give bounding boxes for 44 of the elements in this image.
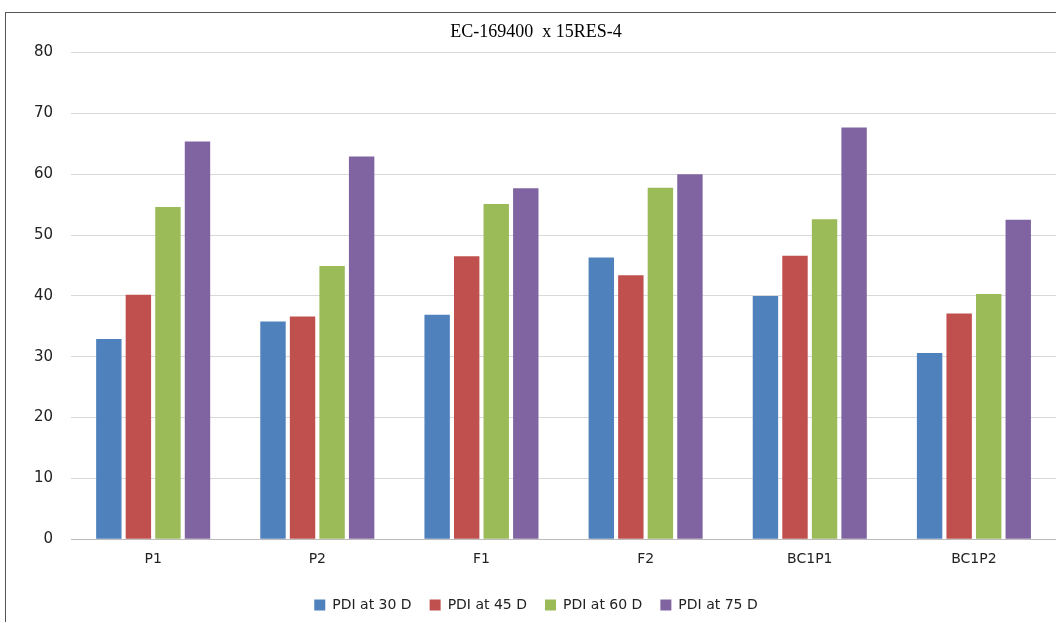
bar xyxy=(155,207,181,539)
bar xyxy=(782,255,808,539)
bar xyxy=(1005,219,1031,539)
legend-label: PDI at 75 D xyxy=(678,595,758,612)
x-tick-label: F2 xyxy=(637,550,655,567)
x-tick-label: F1 xyxy=(472,550,490,567)
legend-label: PDI at 30 D xyxy=(332,595,412,612)
y-tick-label: 30 xyxy=(33,346,54,365)
bar xyxy=(424,314,450,539)
x-tick-label: BC1P2 xyxy=(951,550,997,567)
bar xyxy=(260,321,286,539)
bar xyxy=(348,156,375,539)
bar xyxy=(483,204,509,539)
bar xyxy=(96,339,122,539)
bar xyxy=(841,127,867,539)
bar xyxy=(319,266,345,539)
bar xyxy=(618,275,644,539)
y-tick-label: 40 xyxy=(33,285,54,304)
y-tick-label: 10 xyxy=(33,468,54,487)
x-tick-label: BC1P1 xyxy=(787,550,833,567)
legend-label: PDI at 60 D xyxy=(563,595,643,612)
bar xyxy=(513,188,539,539)
chart-title: EC-169400 x 15RES-4 xyxy=(450,20,622,41)
bar xyxy=(752,295,779,539)
bar xyxy=(946,313,972,539)
legend-label: PDI at 45 D xyxy=(447,595,528,612)
bar xyxy=(588,257,614,539)
bar xyxy=(916,353,943,539)
bar xyxy=(453,256,480,539)
bar xyxy=(811,219,838,539)
y-tick-label: 60 xyxy=(33,164,54,183)
x-tick-label: P2 xyxy=(308,550,326,567)
bar xyxy=(647,187,674,539)
x-tick-label: P1 xyxy=(144,550,162,567)
bar xyxy=(125,294,152,539)
bar xyxy=(289,316,316,539)
bar xyxy=(184,141,211,539)
y-tick-label: 50 xyxy=(33,224,54,243)
y-tick-label: 20 xyxy=(33,407,54,426)
bar xyxy=(677,174,703,539)
y-tick-label: 80 xyxy=(33,42,54,61)
y-tick-label: 0 xyxy=(43,529,54,548)
y-tick-label: 70 xyxy=(33,103,54,122)
bar xyxy=(975,294,1002,539)
